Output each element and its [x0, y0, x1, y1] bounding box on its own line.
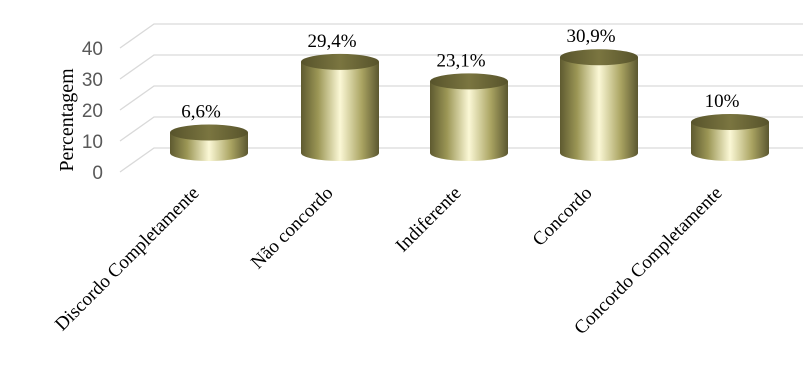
y-tick-label: 0	[92, 163, 103, 184]
bar	[691, 114, 769, 161]
data-label: 10%	[705, 91, 740, 112]
x-axis-ticks: Discordo Completamente Não concordo Indife…	[51, 183, 727, 339]
bar-top	[691, 114, 769, 130]
bars	[170, 49, 769, 161]
x-tick-label: Concordo	[529, 183, 597, 251]
gridline	[119, 23, 803, 49]
y-tick-label: 40	[82, 39, 103, 60]
bar-top	[301, 53, 379, 70]
y-tick-label: 20	[82, 101, 103, 122]
bar-top	[430, 73, 508, 90]
x-tick-label: Indiferente	[392, 183, 466, 257]
data-label: 29,4%	[307, 31, 356, 52]
bar-body	[430, 81, 508, 161]
bar	[560, 49, 638, 161]
data-labels: 6,6% 29,4% 23,1% 30,9% 10%	[181, 26, 739, 122]
bar-top	[170, 124, 248, 141]
x-tick-label: Não concordo	[247, 183, 338, 274]
bar	[301, 53, 379, 161]
bar-body	[691, 122, 769, 161]
x-tick-label: Concordo Completamente	[570, 183, 726, 339]
y-tick-label: 30	[82, 70, 103, 91]
bar	[430, 73, 508, 161]
bar	[170, 124, 248, 161]
bar-body	[301, 61, 379, 161]
data-label: 23,1%	[436, 50, 485, 71]
bar-top	[560, 49, 638, 66]
x-tick-label: Discordo Completamente	[51, 183, 204, 336]
bar-body	[170, 132, 248, 161]
data-label: 30,9%	[566, 26, 615, 47]
bar-body	[560, 57, 638, 161]
data-label: 6,6%	[181, 102, 221, 123]
y-axis-label: Percentagem	[56, 68, 78, 172]
y-tick-label: 10	[82, 132, 103, 153]
y-axis-ticks: 0 10 20 30 40	[82, 39, 103, 184]
